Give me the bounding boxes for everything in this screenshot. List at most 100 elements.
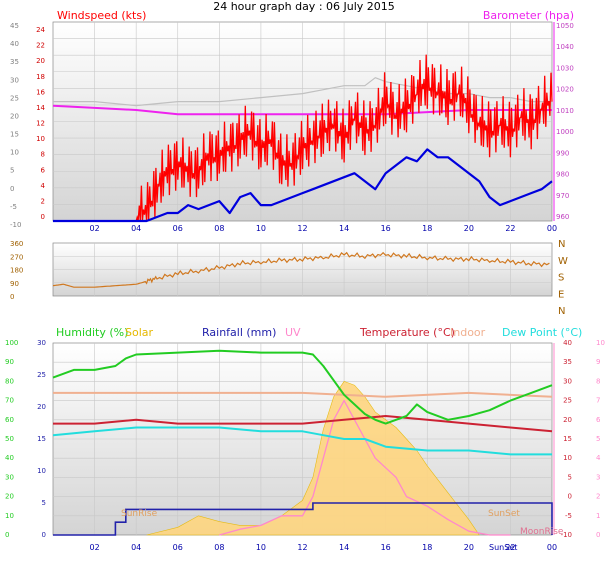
tick-label-wind-outer: -10	[10, 221, 21, 229]
tick-label-hpa: 970	[556, 192, 569, 200]
gridlines	[53, 22, 555, 535]
barometer-label: Barometer (hpa)	[483, 9, 574, 22]
time-tick-label: 08	[214, 224, 224, 233]
tick-label-humidity: 10	[5, 512, 14, 520]
tick-label-uv: 3	[596, 473, 600, 481]
tick-label-wind-outer: 30	[10, 76, 19, 84]
tick-label-kts: 4	[41, 182, 46, 190]
moonrise-label: MoonRise	[520, 527, 564, 537]
time-tick-label: 08	[214, 543, 224, 552]
tick-label-wind-outer: 45	[10, 22, 19, 30]
tick-label-humidity: 70	[5, 397, 14, 405]
tick-label-temp: 35	[563, 358, 572, 366]
tick-label-wind-outer: 35	[10, 58, 19, 66]
time-tick-label: 06	[173, 543, 183, 552]
time-tick-label: 16	[381, 543, 391, 552]
tick-label-compass: E	[558, 289, 564, 300]
time-tick-label: 20	[464, 543, 474, 552]
tick-label-rain: 5	[42, 499, 46, 507]
tick-label-kts: 6	[41, 166, 46, 174]
time-tick-label: 00	[547, 543, 557, 552]
legend-rainfall: Rainfall (mm)	[202, 326, 276, 339]
tick-label-kts: 0	[41, 213, 45, 221]
tick-label-wind-outer: 0	[10, 185, 14, 193]
tick-label-compass: N	[558, 239, 565, 250]
time-tick-label: 10	[256, 543, 266, 552]
tick-label-temp: -10	[561, 531, 572, 539]
temperature-line	[53, 415, 553, 433]
tick-label-direction: 360	[10, 240, 23, 248]
tick-label-hpa: 1010	[556, 107, 574, 115]
tick-label-compass: W	[558, 256, 568, 267]
tick-label-wind-outer: 20	[10, 112, 19, 120]
windspeed-label: Windspeed (kts)	[57, 9, 146, 22]
tick-label-humidity: 20	[5, 493, 14, 501]
tick-label-hpa: 960	[556, 213, 569, 221]
tick-label-hpa: 1000	[556, 128, 574, 136]
time-tick-label: 16	[381, 224, 391, 233]
legend-uv: UV	[285, 326, 301, 339]
time-tick-label: 22	[505, 224, 515, 233]
tick-label-temp: 20	[563, 416, 572, 424]
tick-label-compass: S	[558, 273, 564, 284]
legend-indoor: Indoor	[450, 326, 486, 339]
tick-label-rain: 10	[37, 467, 46, 475]
tick-label-uv: 6	[596, 416, 601, 424]
tick-label-uv: 5	[596, 435, 600, 443]
tick-label-temp: 40	[563, 339, 572, 347]
tick-label-kts: 16	[36, 88, 45, 96]
tick-label-uv: 2	[596, 493, 600, 501]
tick-label-uv: 8	[596, 377, 600, 385]
indoor-line	[53, 391, 553, 398]
tick-label-wind-outer: 40	[10, 40, 19, 48]
tick-label-kts: 18	[36, 73, 45, 81]
series-layer	[52, 54, 553, 536]
tick-label-temp: 10	[563, 454, 572, 462]
rainfall-line	[53, 502, 553, 536]
tick-label-humidity: 80	[5, 377, 14, 385]
legend-dewpoint: Dew Point (°C)	[502, 326, 582, 339]
tick-label-wind-outer: 10	[10, 149, 19, 157]
humidity-line	[52, 349, 553, 425]
tick-label-kts: 14	[36, 104, 45, 112]
windspeed-line	[53, 54, 553, 222]
legend-solar: Solar	[125, 326, 154, 339]
time-tick-label: 02	[89, 224, 99, 233]
tick-label-compass: N	[558, 306, 565, 317]
time-tick-label: 06	[173, 224, 183, 233]
tick-layer: 454035302520151050-5-1024222018161412108…	[5, 22, 605, 552]
tick-label-kts: 8	[41, 151, 45, 159]
tick-label-direction: 0	[10, 293, 14, 301]
tick-label-temp: 15	[563, 435, 572, 443]
tick-label-uv: 1	[596, 512, 600, 520]
time-tick-label: 02	[89, 543, 99, 552]
tick-label-hpa: 1040	[556, 43, 574, 51]
tick-label-kts: 20	[36, 57, 45, 65]
tick-label-wind-outer: 5	[10, 167, 14, 175]
tick-label-rain: 20	[37, 403, 46, 411]
time-tick-label: 12	[297, 224, 307, 233]
tick-label-direction: 270	[10, 253, 23, 261]
solar-area	[146, 381, 480, 536]
avg-windspeed-line	[53, 148, 553, 223]
time-tick-label: 20	[464, 224, 474, 233]
time-tick-label: 18	[422, 224, 432, 233]
tick-label-wind-outer: 25	[10, 94, 19, 102]
time-tick-label: 04	[131, 224, 141, 233]
tick-label-uv: 10	[596, 339, 605, 347]
gust-line	[53, 77, 552, 107]
tick-label-humidity: 90	[5, 358, 14, 366]
time-tick-label: 04	[131, 543, 141, 552]
tick-label-hpa: 1050	[556, 22, 574, 30]
tick-label-wind-outer: -5	[10, 203, 17, 211]
tick-label-direction: 180	[10, 267, 23, 275]
legend-humidity: Humidity (%)	[56, 326, 128, 339]
tick-label-humidity: 50	[5, 435, 14, 443]
time-tick-label: 00	[547, 224, 557, 233]
legend-temperature: Temperature (°C)	[359, 326, 455, 339]
sunrise-label: SunRise	[121, 509, 158, 519]
tick-label-rain: 0	[42, 531, 46, 539]
tick-label-wind-outer: 15	[10, 131, 19, 139]
tick-label-humidity: 100	[5, 339, 18, 347]
